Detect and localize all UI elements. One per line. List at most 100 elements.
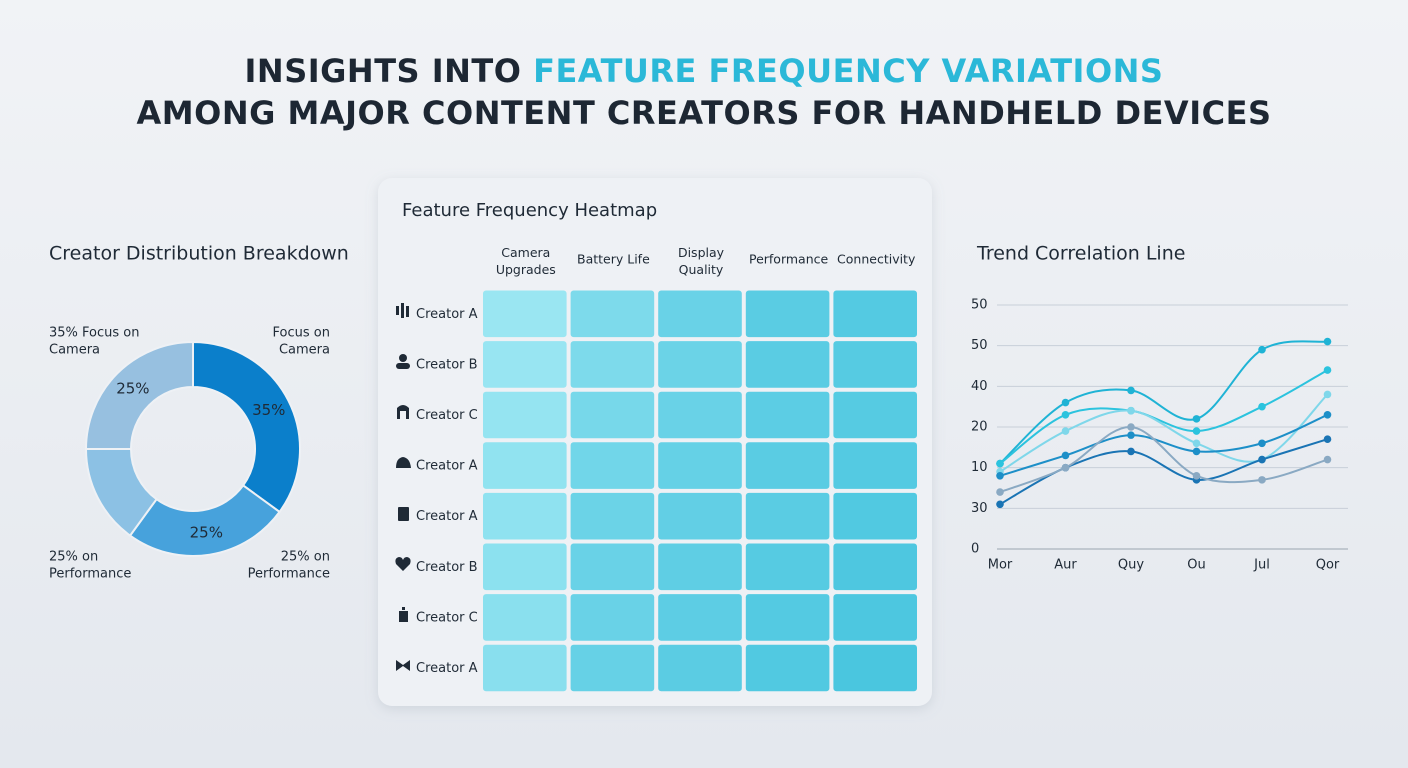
data-point bbox=[1061, 427, 1070, 435]
heat-cell bbox=[833, 492, 917, 540]
heat-cell bbox=[658, 492, 742, 540]
data-point bbox=[1258, 402, 1266, 411]
annotation: Camera bbox=[279, 343, 330, 358]
label-line: Quality bbox=[679, 262, 724, 277]
heat-cell bbox=[833, 391, 917, 439]
icon bbox=[399, 607, 408, 622]
label-line: Upgrades bbox=[496, 262, 556, 277]
data-point bbox=[1127, 447, 1135, 456]
label-line: Camera bbox=[501, 245, 550, 260]
heat-cell bbox=[833, 644, 917, 692]
data-point bbox=[996, 488, 1004, 496]
heat-cell bbox=[658, 290, 742, 338]
data-point bbox=[1061, 411, 1070, 419]
data-point bbox=[1258, 455, 1266, 464]
annotation: Camera bbox=[49, 343, 100, 358]
y-tick-label: 30 bbox=[971, 501, 988, 516]
donut-segment bbox=[192, 340, 301, 514]
heat-cell bbox=[833, 594, 917, 641]
heat-cell bbox=[483, 644, 567, 692]
heat-cell bbox=[745, 341, 830, 388]
heat-cell bbox=[833, 341, 917, 388]
row-label: Creator A bbox=[416, 307, 478, 322]
annotation: Performance bbox=[49, 567, 131, 582]
x-tick-label: Qor bbox=[1316, 558, 1340, 573]
annotation: 25% on bbox=[49, 550, 98, 565]
x-tick-label: Mor bbox=[988, 558, 1013, 573]
heat-cell bbox=[483, 391, 567, 439]
data-point bbox=[1323, 455, 1332, 464]
series-line bbox=[999, 369, 1328, 465]
column-label: Connectivity bbox=[837, 252, 916, 267]
x-tick-label: Jul bbox=[1253, 558, 1270, 573]
heat-cell bbox=[483, 442, 567, 489]
data-point bbox=[1323, 390, 1332, 399]
data-point bbox=[1127, 406, 1135, 415]
donut-segment bbox=[84, 340, 194, 450]
data-label: 25% bbox=[116, 379, 149, 397]
heat-cell bbox=[570, 644, 655, 692]
page-title: INSIGHTS INTO FEATURE FREQUENCY VARIATIO… bbox=[0, 50, 1408, 134]
y-tick-label: 50 bbox=[971, 298, 988, 313]
y-tick-label: 20 bbox=[971, 420, 988, 435]
data-point bbox=[1127, 386, 1135, 395]
heat-cell bbox=[745, 594, 830, 641]
row-label: Creator A bbox=[416, 661, 478, 676]
heat-cell bbox=[570, 492, 655, 540]
heat-cell bbox=[658, 644, 742, 692]
series-line bbox=[999, 425, 1328, 494]
y-tick-label: 0 bbox=[971, 542, 979, 557]
data-point bbox=[1258, 345, 1266, 354]
title-line: INSIGHTS INTO FEATURE FREQUENCY VARIATIO… bbox=[0, 50, 1408, 92]
chart-title: Trend Correlation Line bbox=[976, 243, 1185, 265]
data-point bbox=[1192, 427, 1201, 435]
heat-cell bbox=[483, 290, 567, 338]
row-label: Creator A bbox=[416, 459, 478, 474]
heat-cell bbox=[570, 290, 655, 338]
column-label: Performance bbox=[749, 252, 829, 267]
data-label: 35% bbox=[252, 401, 285, 419]
data-point bbox=[1192, 472, 1201, 480]
data-point bbox=[1061, 398, 1070, 407]
heat-cell bbox=[570, 391, 655, 439]
y-tick-label: 50 bbox=[971, 338, 988, 353]
data-label: 25% bbox=[190, 523, 223, 541]
row-label: Creator C bbox=[416, 408, 478, 423]
x-tick-label: Quy bbox=[1118, 558, 1144, 573]
data-point bbox=[1192, 447, 1201, 456]
data-point bbox=[1192, 415, 1201, 423]
heat-cell bbox=[570, 543, 655, 591]
data-point bbox=[996, 459, 1004, 468]
heat-cell bbox=[658, 594, 742, 641]
row-label: Creator A bbox=[416, 509, 478, 524]
heat-cell bbox=[483, 594, 567, 641]
data-point bbox=[1127, 431, 1135, 439]
icon bbox=[396, 457, 411, 468]
data-point bbox=[1323, 435, 1332, 444]
column-label: Camera Upgrades bbox=[496, 245, 556, 277]
title-highlight: FEATURE FREQUENCY VARIATIONS bbox=[533, 52, 1164, 90]
icon bbox=[396, 354, 410, 369]
column-label: Battery Life bbox=[577, 252, 650, 267]
heat-cell bbox=[570, 341, 655, 388]
icon bbox=[396, 303, 409, 318]
annotation: 25% on bbox=[281, 550, 330, 565]
data-point bbox=[1258, 439, 1266, 448]
heat-cell bbox=[658, 543, 742, 591]
data-point bbox=[1258, 476, 1266, 484]
series-line bbox=[999, 413, 1328, 477]
heat-cell bbox=[483, 341, 567, 388]
data-point bbox=[1127, 423, 1135, 431]
series-line bbox=[999, 340, 1328, 465]
heat-cell bbox=[483, 543, 567, 591]
heat-cell bbox=[745, 644, 830, 692]
label-line: Display bbox=[678, 245, 725, 260]
icon bbox=[397, 405, 409, 419]
row-label: Creator C bbox=[416, 610, 478, 625]
heat-cell bbox=[833, 442, 917, 489]
data-point bbox=[1061, 451, 1070, 460]
chart-title: Feature Frequency Heatmap bbox=[402, 200, 657, 221]
data-point bbox=[1323, 337, 1332, 346]
